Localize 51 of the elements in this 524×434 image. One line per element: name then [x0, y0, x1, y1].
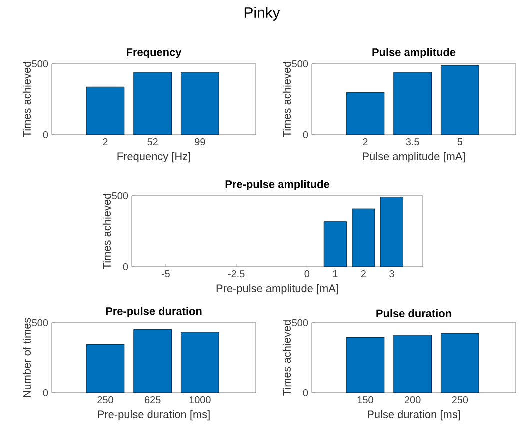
x-axis-title: Pre-pulse duration [ms]	[98, 410, 210, 421]
x-tick-label: 200	[405, 396, 421, 404]
x-tick-label: 52	[148, 138, 158, 146]
y-axis-title: Times achieved	[22, 62, 32, 138]
bar	[346, 92, 385, 135]
x-tick-label: 3.5	[406, 138, 420, 146]
y-tick-label: 500	[292, 319, 308, 327]
x-axis-title: Frequency [Hz]	[118, 152, 190, 163]
y-tick-label: 0	[303, 389, 308, 397]
y-tick-label: 0	[303, 131, 308, 139]
x-tick-label: 3	[390, 270, 394, 278]
bar	[86, 344, 125, 393]
bar	[441, 65, 480, 135]
chart-title: Frequency	[127, 48, 182, 58]
x-tick-label: 1000	[190, 396, 211, 404]
y-axis-title: Times achieved	[282, 320, 292, 396]
x-tick-label: 250	[452, 396, 468, 404]
bar	[134, 330, 172, 393]
y-tick-label: 0	[43, 389, 48, 397]
x-axis-title: Pulse amplitude [mA]	[363, 152, 465, 163]
y-tick-label: 500	[112, 192, 128, 200]
y-axis-title: Times achieved	[282, 62, 292, 138]
x-tick-label: 1	[333, 270, 338, 278]
x-tick-label: -2.5	[228, 270, 245, 278]
chart-title: Pulse amplitude	[372, 48, 456, 58]
x-axis-title: Pre-pulse amplitude [mA]	[216, 284, 338, 295]
x-tick-label: 99	[195, 138, 206, 146]
bar	[352, 208, 376, 267]
bar	[181, 332, 220, 393]
x-tick-label: 2	[361, 270, 366, 278]
chart-title: Pre-pulse duration	[106, 307, 202, 318]
y-tick-label: 0	[43, 131, 48, 139]
x-tick-label: 2	[363, 138, 368, 146]
y-axis-title: Number of times	[22, 318, 32, 398]
chart-title: Pulse duration	[376, 309, 452, 318]
x-tick-label: -5	[162, 270, 170, 278]
y-tick-label: 500	[32, 319, 48, 327]
bar	[380, 197, 404, 267]
bar	[324, 222, 347, 267]
y-tick-label: 500	[292, 60, 308, 68]
y-tick-label: 500	[32, 60, 48, 68]
x-tick-label: 625	[145, 396, 161, 404]
chart-title: Pre-pulse amplitude	[226, 180, 330, 190]
x-tick-label: 150	[358, 396, 374, 404]
x-axis-title: Pulse duration [ms]	[368, 410, 460, 421]
text: Pinky	[244, 7, 280, 21]
x-tick-label: 2	[103, 138, 108, 146]
x-tick-label: 250	[98, 396, 114, 404]
x-tick-label: 5	[458, 138, 463, 146]
y-axis-title: Times achieved	[102, 194, 112, 270]
bar	[394, 72, 432, 135]
